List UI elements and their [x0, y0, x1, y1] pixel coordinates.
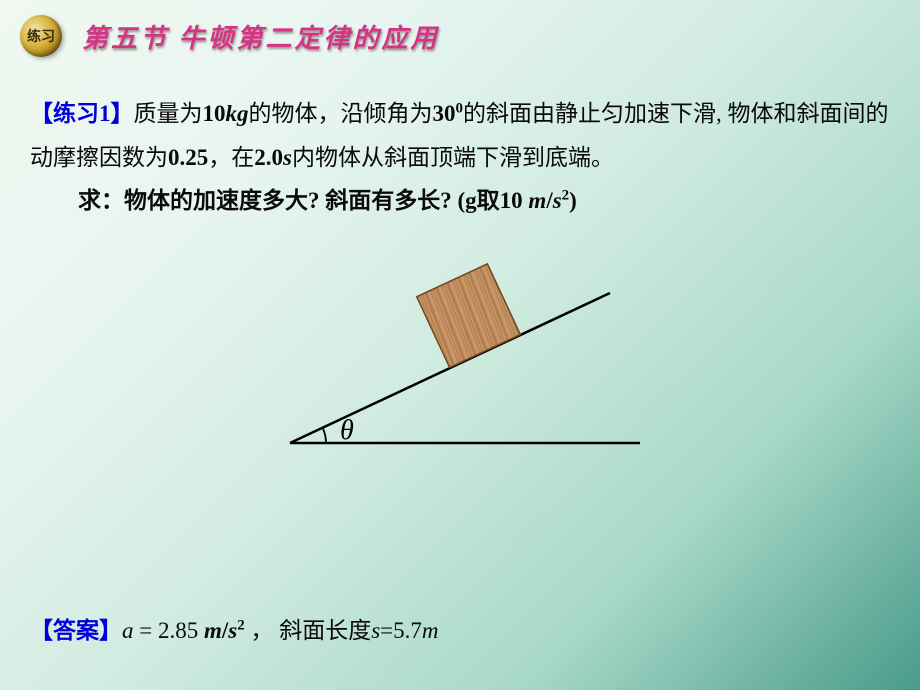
diagram-container: θ [30, 243, 890, 463]
g-sup: 2 [562, 188, 569, 204]
practice-coin-icon: 练习 [20, 15, 62, 57]
mass-unit: kg [226, 101, 249, 126]
g-value: 10 [500, 188, 529, 213]
mass-value: 10 [203, 101, 226, 126]
exercise-label: 【练习1】 [30, 101, 134, 126]
problem-statement: 【练习1】质量为10kg的物体，沿倾角为300的斜面由静止匀加速下滑, 物体和斜… [30, 92, 890, 179]
angle-sup: 0 [456, 100, 463, 116]
a-s: s [228, 618, 237, 643]
time-unit: s [283, 145, 292, 170]
text: 的物体，沿倾角为 [249, 101, 433, 126]
time-value: 2.0 [254, 145, 283, 170]
sep: ， 斜面长度 [245, 618, 372, 643]
a-sup: 2 [237, 617, 244, 633]
a-eq: = 2.85 [134, 618, 204, 643]
a-m: m [204, 618, 222, 643]
a-var: a [122, 618, 134, 643]
incline-diagram: θ [270, 243, 650, 463]
section-title: 第五节 牛顿第二定律的应用 [82, 18, 440, 55]
text: 的斜面由静止匀加 [463, 101, 647, 126]
text: 内物体从斜面顶端下滑到底端。 [292, 145, 614, 170]
text: 求：物体的加速度多大? 斜面有多长? (g取 [78, 188, 500, 213]
answer-line: 【答案】a = 2.85 m/s2 ， 斜面长度s=5.7m [30, 611, 439, 645]
coin-text: 练习 [27, 26, 55, 46]
text: 质量为 [134, 101, 203, 126]
slide-content: 【练习1】质量为10kg的物体，沿倾角为300的斜面由静止匀加速下滑, 物体和斜… [0, 57, 920, 463]
slide-header: 练习 第五节 牛顿第二定律的应用 [0, 0, 920, 57]
s-unit: m [422, 618, 439, 643]
question-line: 求：物体的加速度多大? 斜面有多长? (g取10 m/s2) [30, 179, 890, 223]
g-m: m [528, 188, 546, 213]
svg-text:θ: θ [340, 415, 354, 446]
mu-value: 0.25 [168, 145, 208, 170]
s-eq: =5.7 [380, 618, 422, 643]
g-s: s [553, 188, 562, 213]
angle-value: 30 [433, 101, 456, 126]
s-var: s [371, 618, 380, 643]
text: ，在 [208, 145, 254, 170]
text: ) [569, 188, 577, 213]
answer-label: 【答案】 [30, 618, 122, 643]
